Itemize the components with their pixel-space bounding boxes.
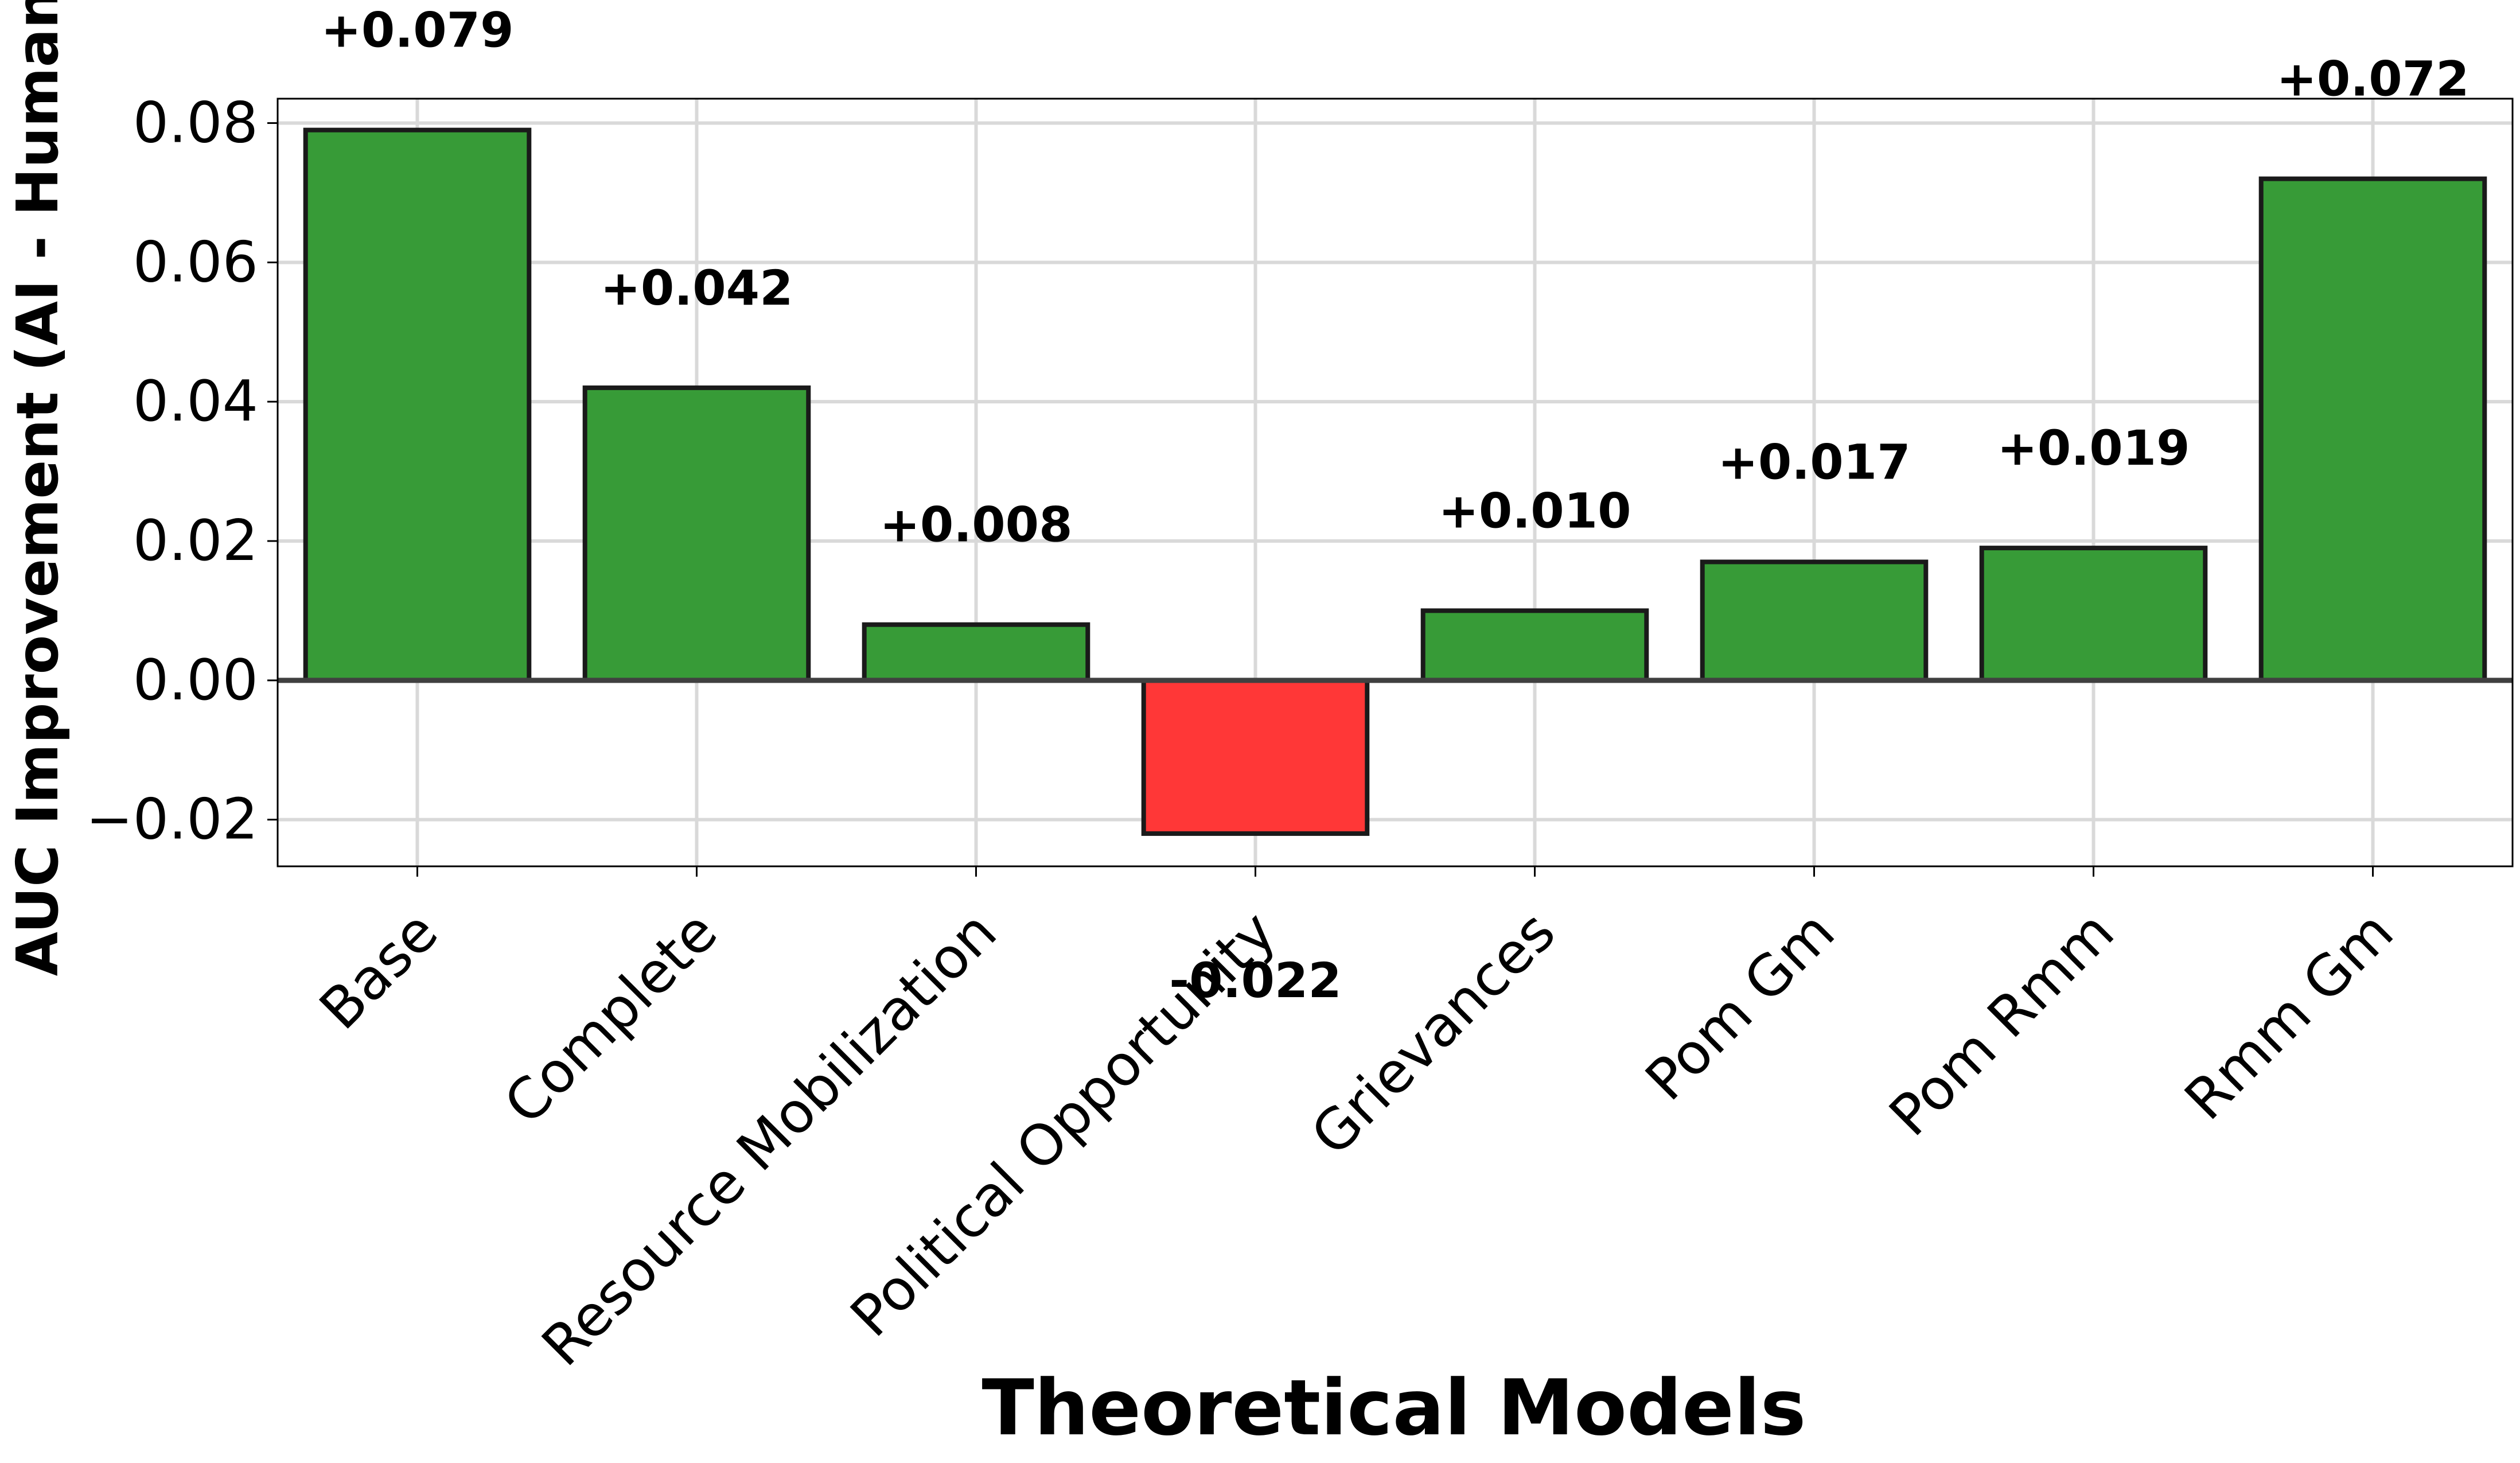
bar (862, 622, 1090, 683)
bar-value-label: +0.072 (2276, 51, 2469, 107)
x-tick-label: Grievances (1299, 899, 1568, 1168)
y-tick-label: 0.06 (133, 229, 258, 295)
x-tick-label: Rmm Gm (2172, 899, 2406, 1133)
bar (1700, 559, 1929, 683)
bar-value-label: +0.010 (1438, 483, 1631, 539)
y-tick-label: 0.00 (133, 648, 258, 713)
x-tick-label: Pom Gm (1633, 899, 1847, 1113)
x-tick-label: Base (307, 899, 450, 1042)
bar-value-label: +0.017 (1717, 434, 1910, 490)
bar (2258, 176, 2487, 683)
bar-value-label: +0.079 (321, 2, 513, 59)
value-labels: +0.079 +0.042 +0.008 -0.022 +0.010 +0.017 +0.0… (321, 2, 2469, 1009)
y-axis-title: AUC Improvement (AI - Human (4, 0, 71, 976)
bar-value-label: +0.019 (1997, 420, 2190, 476)
bar-value-label: +0.008 (879, 497, 1072, 553)
bar (1141, 678, 1370, 836)
bar (303, 127, 532, 683)
bar (582, 385, 811, 683)
bar-value-label: +0.042 (600, 260, 793, 316)
bars (303, 127, 2487, 836)
plot-frame (276, 98, 2514, 867)
x-tick-label: Pom Rmm (1877, 899, 2126, 1149)
y-tick-label: 0.04 (133, 369, 258, 434)
bar-value-label: -0.022 (1169, 952, 1342, 1009)
x-tick-label: Complete (492, 899, 730, 1137)
bar (1979, 546, 2208, 683)
y-tick-label: 0.08 (133, 90, 258, 155)
x-tick-label: Resource Mobilization (529, 899, 1009, 1379)
bar (1420, 608, 1649, 683)
y-tick-label: 0.02 (133, 508, 258, 574)
y-tick-label: −0.02 (86, 787, 258, 853)
x-axis-title: Theoretical Models (981, 1363, 1806, 1453)
